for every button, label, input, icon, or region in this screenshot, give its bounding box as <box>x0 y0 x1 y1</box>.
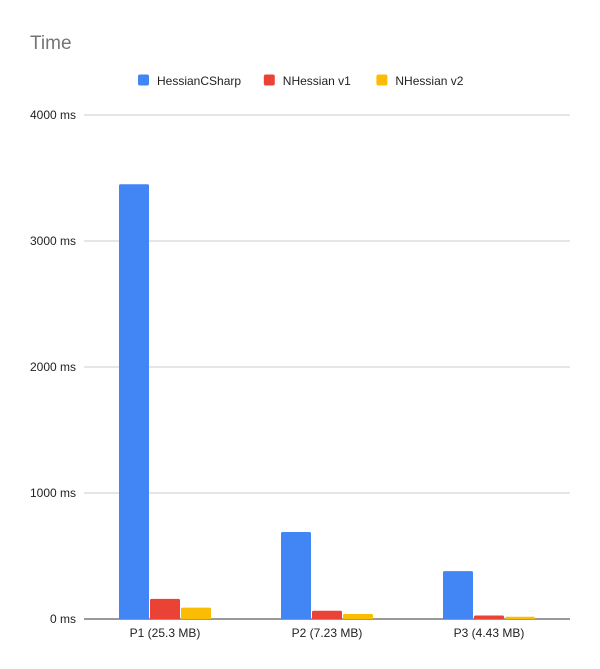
x-axis-ticks: P1 (25.3 MB) P2 (7.23 MB) P3 (4.43 MB) <box>130 626 525 640</box>
legend-label: HessianCSharp <box>157 74 241 88</box>
y-axis-ticks: 0 ms 1000 ms 2000 ms 3000 ms 4000 ms <box>30 108 76 626</box>
legend-item-nhessian-v2[interactable]: NHessian v2 <box>376 74 464 88</box>
legend-swatch <box>138 74 149 86</box>
legend-item-nhessian-v1[interactable]: NHessian v1 <box>263 74 351 88</box>
bar-hessiancsharp-3 <box>443 571 473 619</box>
legend-label: NHessian v1 <box>283 74 351 88</box>
bar-hessiancsharp-1 <box>119 184 149 620</box>
legend-item-hessiancsharp[interactable]: HessianCSharp <box>138 74 241 88</box>
bar-hessiancsharp-2 <box>281 532 311 619</box>
y-tick-label: 0 ms <box>50 612 76 626</box>
bar-nhessian-v1-2 <box>312 610 342 619</box>
bars <box>119 184 535 620</box>
y-tick-label: 3000 ms <box>30 234 76 248</box>
y-tick-label: 4000 ms <box>30 108 76 122</box>
chart-title: Time <box>30 33 72 54</box>
gridlines <box>84 114 570 620</box>
bar-nhessian-v2-2 <box>343 613 373 619</box>
legend: HessianCSharp NHessian v1 NHessian v2 <box>138 74 464 88</box>
bar-nhessian-v1-3 <box>474 615 504 619</box>
y-tick-label: 2000 ms <box>30 360 76 374</box>
bar-nhessian-v2-3 <box>505 616 535 619</box>
bar-nhessian-v1-1 <box>150 598 180 619</box>
legend-swatch <box>263 74 275 86</box>
x-tick-label: P2 (7.23 MB) <box>292 626 363 640</box>
bar-nhessian-v2-1 <box>181 607 211 619</box>
legend-label: NHessian v2 <box>395 74 463 88</box>
y-tick-label: 1000 ms <box>30 486 76 500</box>
x-tick-label: P3 (4.43 MB) <box>454 626 525 640</box>
legend-swatch <box>376 74 388 86</box>
x-tick-label: P1 (25.3 MB) <box>130 626 201 640</box>
